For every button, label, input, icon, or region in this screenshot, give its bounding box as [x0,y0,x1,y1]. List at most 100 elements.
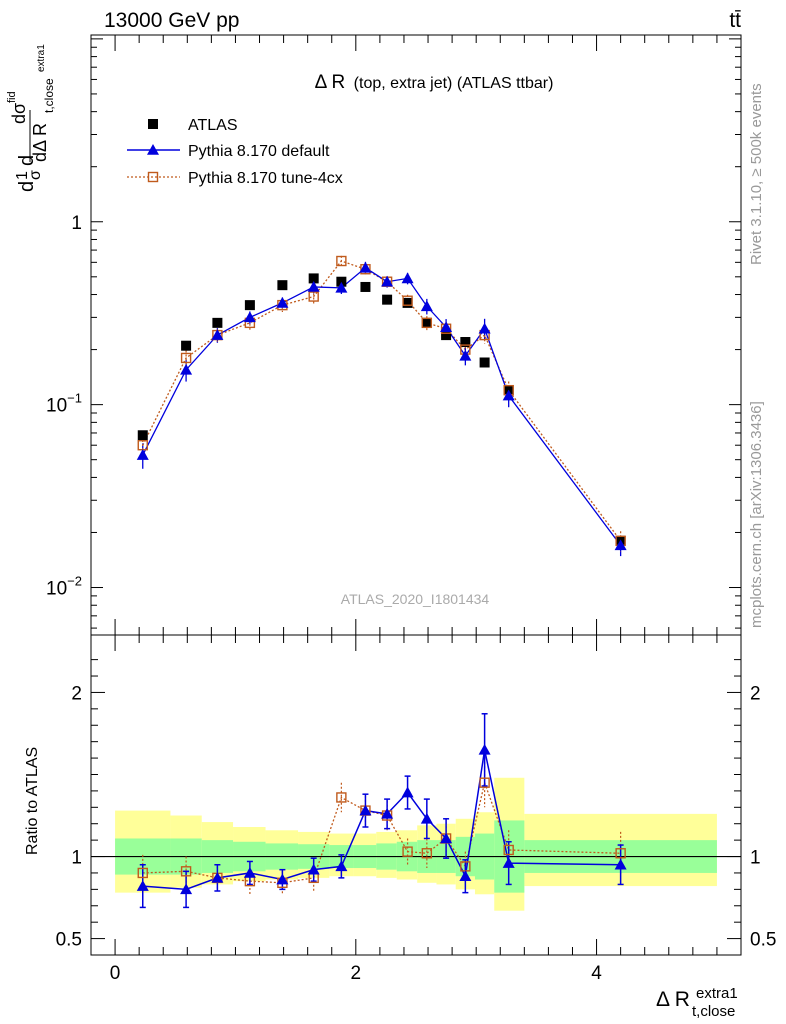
ratio-tune-4cx-point [402,846,413,857]
plot-title-main: Δ R [315,72,346,93]
series-line-tune-4cx [142,260,622,542]
ratio-default-point [420,812,433,824]
xlabel-sup: extra1 [696,985,738,1002]
atlas-data-point [441,330,452,341]
atlas-data-point [479,357,490,368]
atlas-data-point [382,294,393,305]
tune-4cx-point [402,295,413,306]
ratio-y-tick-label: 1 [750,848,761,869]
y-tick-label-base: 10 [46,579,67,600]
tune-4cx-point [336,255,347,267]
default-point [440,321,453,333]
ratio-default-point [243,866,256,878]
ylabel-d2: d [16,155,38,166]
ratio-default-point [478,743,491,755]
process-label: tt̄ [729,9,741,32]
rivet-label: Rivet 3.1.10, ≥ 500k events [748,83,765,265]
default-point [243,311,256,323]
atlas-data-point [421,317,432,328]
main-plot: 1 10−1 10−2 [46,34,742,636]
ylabel-dsigma: dσ [9,103,29,124]
atlas-data-point [460,337,471,348]
ratio-line-default [142,749,621,891]
main-y-axis-label: d 1 σ d dσ fid dΔ R t,close extra1 [6,44,56,192]
ratio-tune-4cx-point [615,848,626,859]
legend-label: Pythia 8.170 tune-4cx [188,170,343,187]
ratio-default-point [401,786,414,798]
default-point [307,280,320,292]
ratio-y-tick-label: 0.5 [750,930,776,951]
atlas-data-point [336,276,347,287]
ratio-default-point [502,857,515,868]
legend-marker-default [147,144,159,155]
default-point [420,300,433,312]
legend-label: ATLAS [188,117,238,134]
atlas-data-point [360,281,371,292]
default-point [180,363,193,375]
energy-label: 13000 GeV pp [104,9,239,32]
ratio-default-point [180,883,193,895]
default-point [459,349,472,361]
ratio-default-point [459,870,472,882]
ratio-y-axis-label: Ratio to ATLAS [24,747,41,855]
ratio-default-point [211,871,224,883]
legend-label: Pythia 8.170 default [188,143,330,160]
ylabel-tclose: t,close [42,78,56,113]
default-point [335,281,348,293]
ratio-y-tick-label: 0.5 [56,930,82,951]
ratio-default-point [307,863,320,875]
ylabel-one: 1 [14,171,31,180]
plot-title-rest: (top, extra jet) (ATLAS ttbar) [354,75,554,92]
tune-4cx-point [308,291,319,302]
atlas-data-point [212,317,223,328]
xlabel-sub: t,close [692,1003,735,1020]
series-line-default [142,267,622,546]
legend-marker-atlas [148,119,158,129]
default-point [478,322,491,334]
default-point [359,261,372,273]
ylabel-d: d [16,181,38,192]
default-point [381,275,394,287]
ratio-default-point [614,858,627,870]
default-point [401,272,414,284]
ratio-default-point [381,807,394,819]
ylabel-ddr: dΔ R [30,123,50,162]
atlas-data-point [244,300,255,311]
ylabel-fid: fid [6,91,18,103]
ratio-tune-4cx-point [137,867,148,879]
ratio-default-point [276,873,289,885]
analysis-watermark: ATLAS_2020_I1801434 [341,591,490,607]
default-point [502,389,515,401]
x-axis-label: Δ R extra1 t,close [656,985,738,1020]
default-point [276,296,289,308]
atlas-data-point [308,273,319,284]
ratio-frame [90,634,742,956]
ratio-tune-4cx-point [421,848,433,859]
ratio-y-tick-label: 2 [71,683,82,704]
default-point [614,539,627,551]
legend: ATLAS Pythia 8.170 default Pythia 8.170 tu… [127,117,343,187]
y-tick-label: 10−1 [46,391,82,417]
atlas-data-point [402,297,413,308]
legend-marker-tune-4cx [147,171,159,183]
ratio-tune-4cx-point [336,792,347,803]
ratio-tune-4cx-point [180,866,192,877]
atlas-data-point [137,430,148,441]
default-point [211,329,224,340]
y-tick-label: 1 [71,213,82,234]
atlas-data-point [181,340,192,351]
atlas-data-point [277,280,288,291]
x-tick-label: 2 [351,963,362,984]
ratio-tune-4cx-point [479,777,490,788]
mcplots-label: mcplots.cern.ch [arXiv:1306.3436] [748,401,765,628]
y-tick-label: 10−2 [46,574,82,600]
tune-4cx-point [180,352,192,364]
ratio-y-tick-label: 2 [750,683,761,704]
ratio-tune-4cx-point [503,844,514,856]
ratio-line-tune-4cx [142,780,621,884]
x-tick-label: 0 [110,963,121,984]
y-tick-label-base: 10 [46,396,67,417]
ylabel-extra1: extra1 [36,44,47,72]
ratio-y-tick-label: 1 [71,848,82,869]
tune-4cx-point [421,317,433,329]
